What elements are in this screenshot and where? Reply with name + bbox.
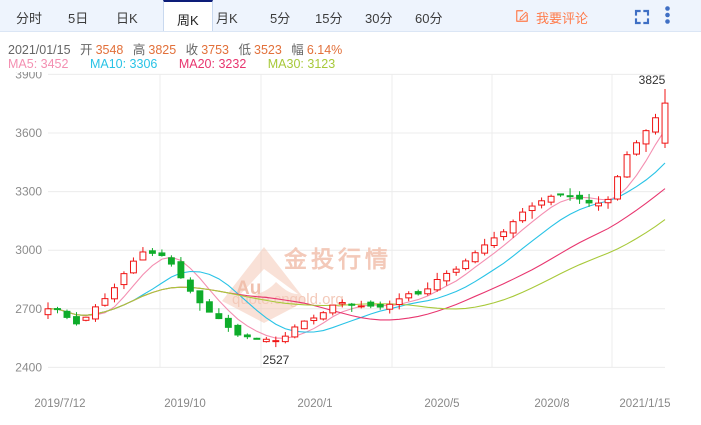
svg-text:2700: 2700 — [15, 302, 42, 316]
svg-text:2019/7/12: 2019/7/12 — [34, 398, 85, 410]
svg-text:金投行情: 金投行情 — [283, 246, 392, 272]
svg-text:3000: 3000 — [15, 243, 42, 257]
svg-text:2021/1/15: 2021/1/15 — [619, 398, 670, 410]
svg-text:3900: 3900 — [15, 72, 42, 81]
svg-text:2020/8: 2020/8 — [534, 398, 569, 410]
svg-text:3825: 3825 — [639, 73, 666, 87]
svg-text:3600: 3600 — [15, 126, 42, 140]
svg-text:2019/10: 2019/10 — [164, 398, 206, 410]
svg-text:3300: 3300 — [15, 185, 42, 199]
svg-text:2527: 2527 — [263, 353, 290, 367]
svg-text:2020/5: 2020/5 — [424, 398, 459, 410]
svg-text:2020/1: 2020/1 — [297, 398, 332, 410]
svg-text:2400: 2400 — [15, 360, 42, 374]
